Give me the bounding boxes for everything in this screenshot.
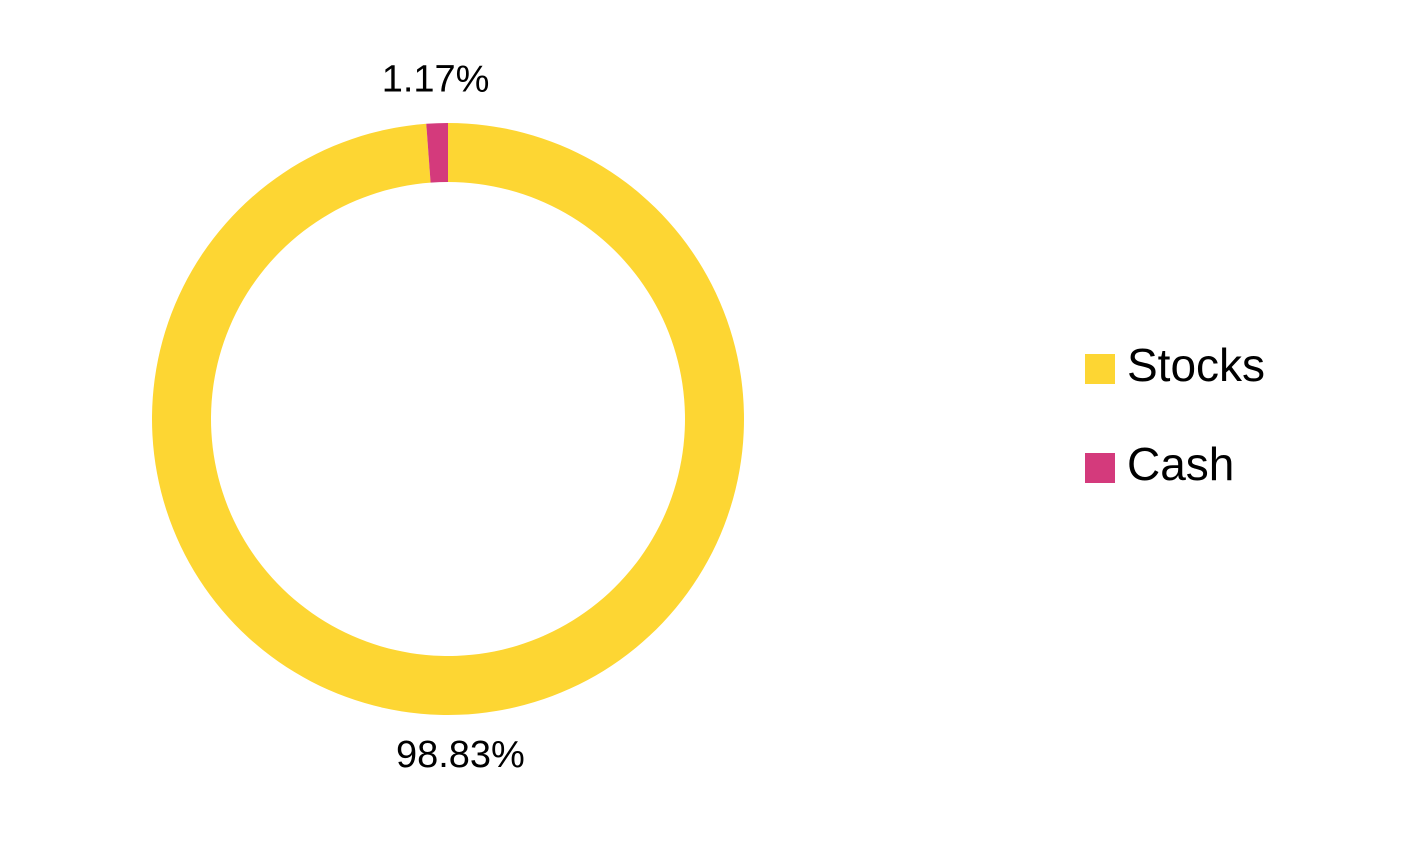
legend-label: Cash: [1127, 438, 1234, 490]
data-label: 98.83%: [396, 734, 525, 776]
slice: [152, 123, 745, 715]
slice: [426, 123, 448, 183]
legend-swatch: [1085, 354, 1115, 384]
legend-label: Stocks: [1127, 339, 1265, 391]
legend-swatch: [1085, 453, 1115, 483]
data-label: 1.17%: [382, 58, 490, 100]
